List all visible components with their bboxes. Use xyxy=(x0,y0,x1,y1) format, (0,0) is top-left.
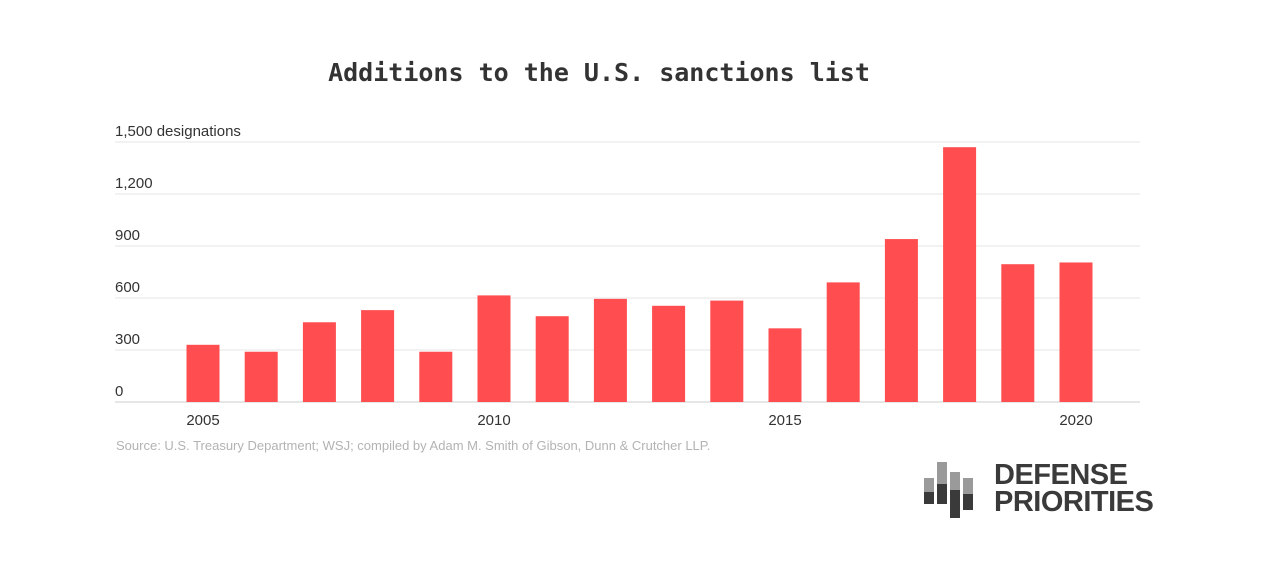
bar-2012 xyxy=(593,298,627,402)
bar-2008 xyxy=(361,310,395,402)
brand-line-2: PRIORITIES xyxy=(994,486,1154,518)
x-tick-label: 2020 xyxy=(1059,412,1092,429)
brand-wordmark: DEFENSE PRIORITIES xyxy=(994,459,1154,518)
y-tick-label: 1,200 xyxy=(115,175,153,192)
bar-2018 xyxy=(943,147,977,402)
bar-2019 xyxy=(1001,264,1035,402)
bar-2015 xyxy=(768,328,802,402)
x-tick-label: 2005 xyxy=(186,412,219,429)
y-tick-label: 300 xyxy=(115,331,140,348)
brand-line-1: DEFENSE xyxy=(994,459,1128,491)
x-tick-label: 2015 xyxy=(768,412,801,429)
bar-2016 xyxy=(826,282,860,402)
brand-logo: DEFENSE PRIORITIES xyxy=(924,459,1184,522)
y-tick-label: 900 xyxy=(115,227,140,244)
y-tick-label: 600 xyxy=(115,279,140,296)
y-tick-label: 0 xyxy=(115,383,123,400)
bar-2006 xyxy=(244,351,278,402)
bars xyxy=(186,147,1093,402)
bar-2017 xyxy=(884,239,918,402)
x-axis-ticks: 2005 2010 2015 2020 xyxy=(186,412,1092,429)
bar-2020 xyxy=(1059,262,1093,402)
chart-title: Additions to the U.S. sanctions list xyxy=(328,58,870,87)
bar-2007 xyxy=(302,322,336,402)
y-axis-ticks: 0 300 600 900 1,200 1,500 designations xyxy=(115,123,241,400)
bar-2014 xyxy=(710,300,744,402)
x-tick-label: 2010 xyxy=(477,412,510,429)
bar-2011 xyxy=(535,316,569,402)
gridlines xyxy=(115,141,1140,403)
brand-bars-icon xyxy=(924,462,973,518)
source-note: Source: U.S. Treasury Department; WSJ; c… xyxy=(116,438,711,453)
bar-2013 xyxy=(652,305,686,402)
y-tick-label: 1,500 designations xyxy=(115,123,241,140)
bar-2009 xyxy=(419,351,453,402)
bar-2005 xyxy=(186,344,220,402)
bar-2010 xyxy=(477,295,511,402)
